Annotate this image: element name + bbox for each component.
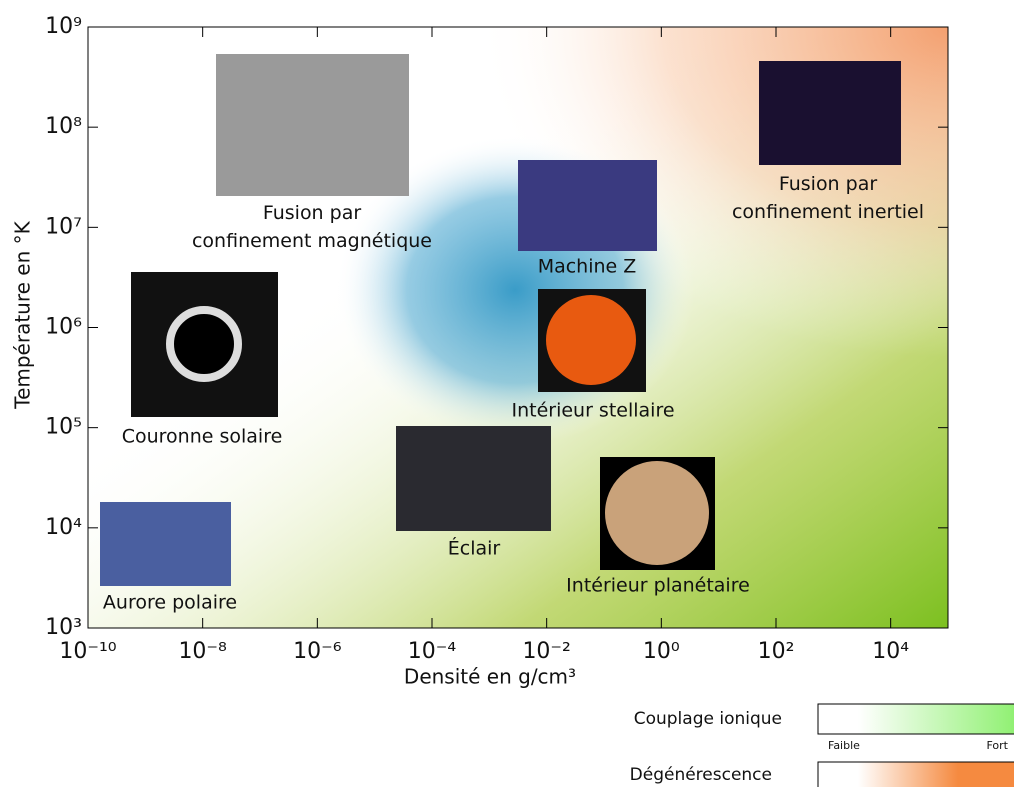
legend-swatch [817, 761, 1014, 787]
annotation: Machine Z [538, 256, 637, 278]
x-tick-label: 10⁴ [872, 639, 909, 664]
x-tick-label: 10⁻⁸ [178, 639, 227, 664]
x-tick-label: 10⁻⁶ [293, 639, 342, 664]
legend-label: Dégénérescence [630, 765, 772, 785]
x-tick-label: 10⁻² [522, 639, 570, 664]
y-axis-label: Température en °K [11, 220, 35, 409]
x-tick-label: 10⁻¹⁰ [59, 639, 116, 664]
legend-label: Couplage ionique [634, 709, 782, 729]
annotation: Fusion par confinement magnétique [192, 202, 432, 252]
image [605, 461, 709, 565]
annotation: Intérieur planétaire [566, 575, 750, 597]
image [216, 54, 409, 196]
image [396, 426, 551, 531]
x-tick-label: 10⁻⁴ [408, 639, 457, 664]
y-tick-label: 10³ [45, 615, 82, 640]
image [759, 61, 901, 165]
annotation: Fusion par confinement inertiel [732, 173, 924, 223]
annotation: Intérieur stellaire [511, 400, 674, 422]
legend-label: Fort [986, 739, 1008, 752]
image [546, 295, 636, 385]
x-axis-label: Densité en g/cm³ [404, 665, 576, 689]
legend-label: Faible [828, 739, 860, 752]
image [100, 502, 231, 586]
annotation: Éclair [448, 537, 501, 560]
legend-swatch [817, 703, 1014, 735]
legend: Couplage ionique Faible Fort Dégénéresce… [630, 703, 1014, 787]
annotation: Couronne solaire [122, 426, 283, 448]
image [518, 160, 657, 251]
y-tick-label: 10⁶ [45, 315, 82, 340]
images [100, 54, 901, 586]
y-tick-label: 10⁸ [45, 114, 82, 139]
x-tick-label: 10² [758, 639, 795, 664]
image [166, 306, 242, 382]
y-tick-label: 10⁹ [45, 14, 82, 39]
y-tick-label: 10⁵ [45, 415, 82, 440]
y-tick-label: 10⁴ [45, 515, 82, 540]
annotation: Aurore polaire [103, 592, 237, 614]
x-tick-label: 10⁰ [643, 639, 680, 664]
y-tick-label: 10⁷ [45, 214, 82, 239]
